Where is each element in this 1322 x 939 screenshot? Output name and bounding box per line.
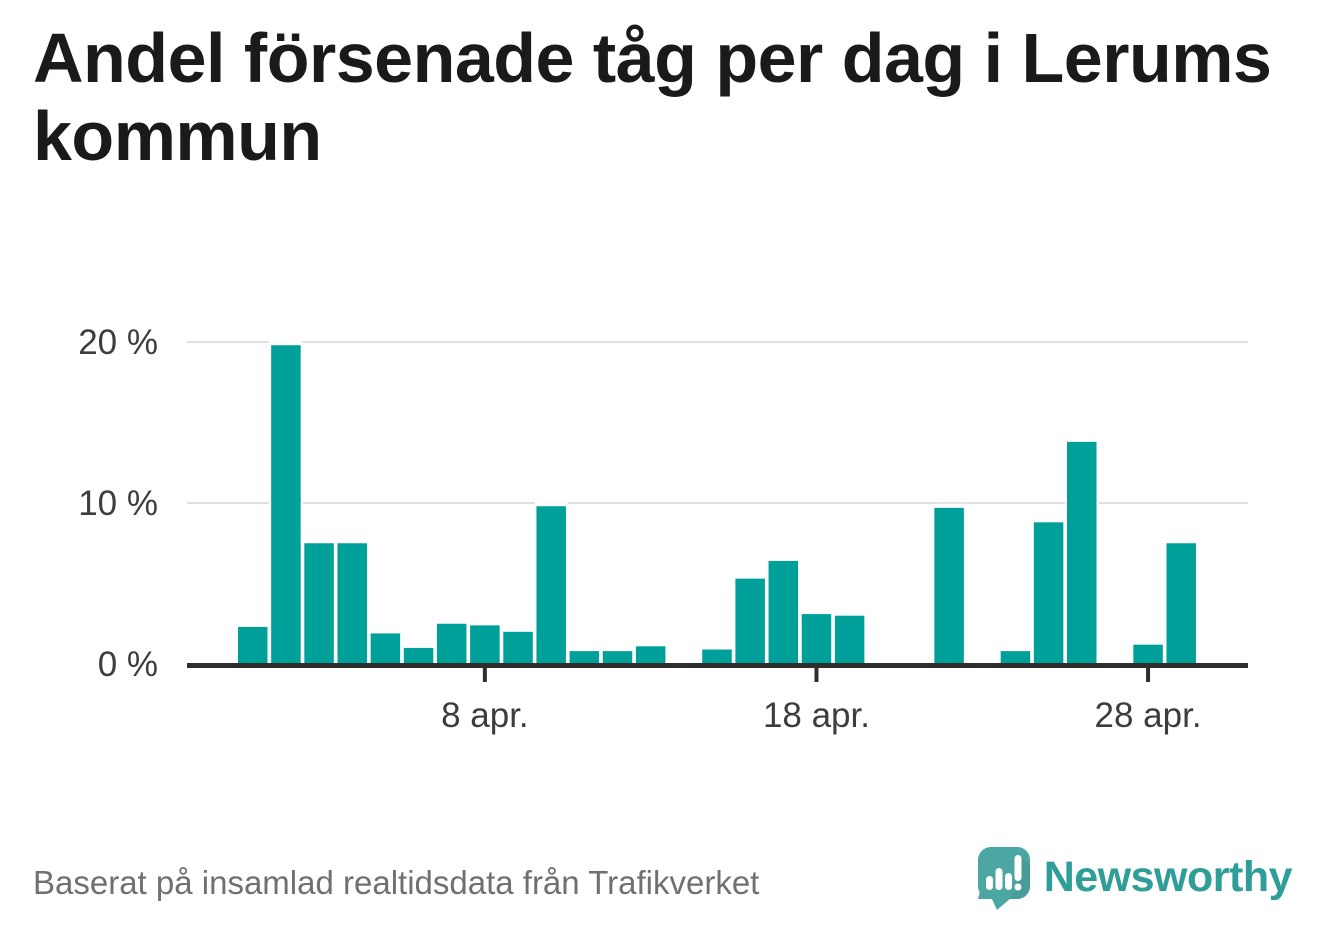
bar [403, 647, 434, 664]
x-axis-tick [814, 668, 819, 682]
bar [735, 578, 765, 664]
bar [635, 646, 666, 664]
x-axis-label: 8 apr. [441, 696, 529, 735]
x-axis-tick [482, 668, 487, 682]
bar [238, 626, 268, 664]
bar [271, 345, 301, 664]
bar [801, 614, 832, 664]
bar [304, 543, 334, 664]
bar [569, 651, 600, 664]
logo-exclamation-dot [1014, 883, 1022, 891]
bar [370, 633, 401, 664]
bar [1166, 543, 1196, 664]
bar [1033, 522, 1064, 664]
x-axis-label: 18 apr. [763, 696, 870, 735]
newsworthy-logo: Newsworthy [977, 847, 1293, 910]
source-note: Baserat på insamlad realtidsdata från Tr… [33, 864, 760, 901]
x-axis-line [187, 663, 1248, 668]
bar [436, 623, 467, 664]
bar [702, 649, 732, 664]
y-axis-label: 20 % [78, 323, 158, 362]
logo-bar-2 [995, 868, 1003, 890]
bar [1133, 644, 1163, 664]
y-axis-label: 0 % [98, 645, 158, 684]
x-axis-tick [1146, 668, 1151, 682]
bubble-tail [990, 897, 1012, 910]
logo-exclamation-stroke [1014, 855, 1022, 881]
bar [602, 651, 633, 664]
bar [536, 506, 566, 664]
chart-title: Andel försenade tåg per dag i Lerums kom… [33, 19, 1272, 175]
bar [934, 507, 964, 664]
bar [337, 543, 367, 664]
speech-bubble-chart-icon [977, 847, 1030, 910]
newsworthy-wordmark: Newsworthy [1043, 853, 1293, 901]
bar [1067, 441, 1097, 664]
bar [768, 560, 799, 664]
bar [470, 625, 500, 664]
bar [1000, 651, 1031, 664]
bar [503, 631, 533, 664]
footer: Baserat på insamlad realtidsdata från Tr… [33, 847, 1293, 910]
x-axis-label: 28 apr. [1095, 696, 1202, 735]
logo-bar-3 [1004, 873, 1012, 890]
bar [834, 615, 865, 664]
y-axis-label: 10 % [78, 484, 158, 523]
logo-bar-1 [985, 876, 993, 890]
